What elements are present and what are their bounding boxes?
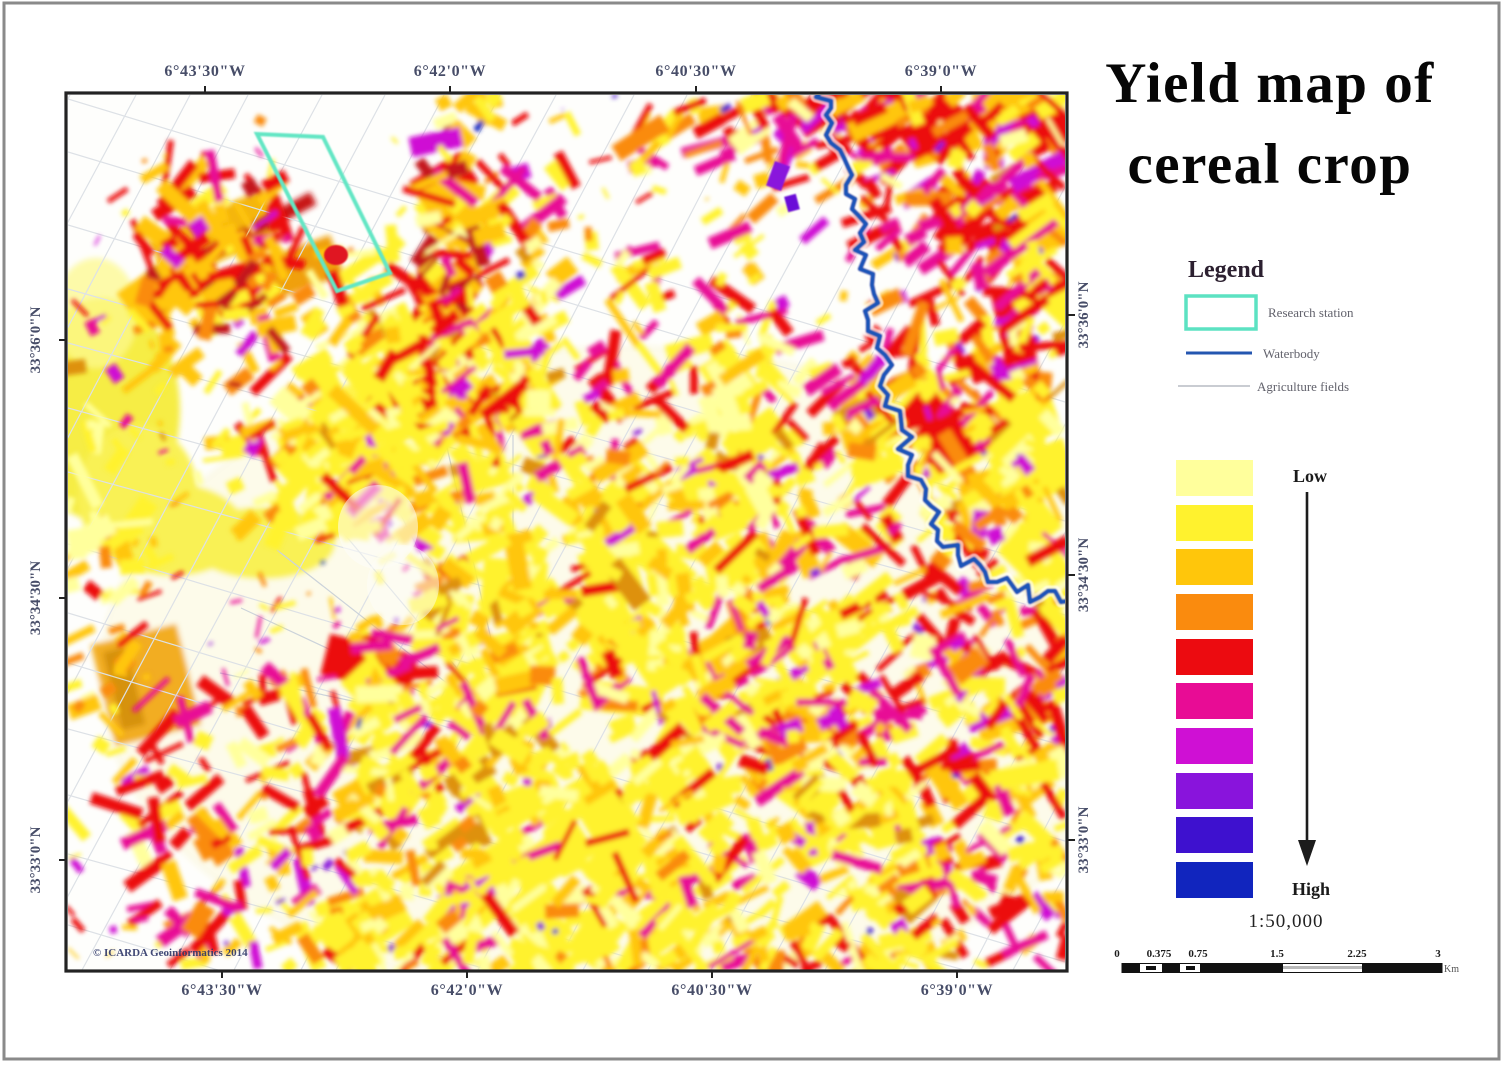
svg-text:6°43'30"W: 6°43'30"W bbox=[164, 63, 245, 80]
svg-text:2.25: 2.25 bbox=[1347, 948, 1367, 960]
svg-text:Low: Low bbox=[1293, 466, 1327, 486]
svg-text:Yield map of: Yield map of bbox=[1105, 52, 1434, 115]
svg-text:0: 0 bbox=[1114, 948, 1120, 960]
svg-text:3: 3 bbox=[1435, 948, 1441, 960]
svg-text:33°33'0"N: 33°33'0"N bbox=[1076, 806, 1092, 873]
svg-text:0.75: 0.75 bbox=[1188, 948, 1208, 960]
svg-text:Waterbody: Waterbody bbox=[1263, 346, 1320, 361]
svg-text:6°39'0"W: 6°39'0"W bbox=[905, 63, 978, 80]
svg-text:1:50,000: 1:50,000 bbox=[1248, 911, 1323, 932]
svg-text:6°42'0"W: 6°42'0"W bbox=[431, 982, 504, 999]
svg-text:6°40'30"W: 6°40'30"W bbox=[671, 982, 752, 999]
svg-text:33°34'30"N: 33°34'30"N bbox=[28, 561, 44, 635]
svg-text:33°34'30"N: 33°34'30"N bbox=[1076, 538, 1092, 612]
svg-text:33°36'0"N: 33°36'0"N bbox=[1076, 281, 1092, 348]
svg-text:© ICARDA Geoinformatics 2014: © ICARDA Geoinformatics 2014 bbox=[93, 947, 248, 959]
svg-text:Legend: Legend bbox=[1188, 257, 1265, 283]
svg-text:cereal crop: cereal crop bbox=[1127, 133, 1412, 196]
svg-text:33°33'0"N: 33°33'0"N bbox=[28, 826, 44, 893]
svg-text:Agriculture fields: Agriculture fields bbox=[1257, 379, 1349, 394]
svg-text:Km: Km bbox=[1444, 964, 1459, 975]
svg-text:0.375: 0.375 bbox=[1147, 948, 1172, 960]
svg-text:1.5: 1.5 bbox=[1270, 948, 1284, 960]
svg-text:Research station: Research station bbox=[1268, 305, 1354, 320]
svg-text:6°39'0"W: 6°39'0"W bbox=[921, 982, 994, 999]
svg-text:6°40'30"W: 6°40'30"W bbox=[655, 63, 736, 80]
svg-text:6°42'0"W: 6°42'0"W bbox=[414, 63, 487, 80]
svg-text:6°43'30"W: 6°43'30"W bbox=[181, 982, 262, 999]
svg-text:33°36'0"N: 33°36'0"N bbox=[28, 306, 44, 373]
svg-text:High: High bbox=[1292, 879, 1330, 899]
